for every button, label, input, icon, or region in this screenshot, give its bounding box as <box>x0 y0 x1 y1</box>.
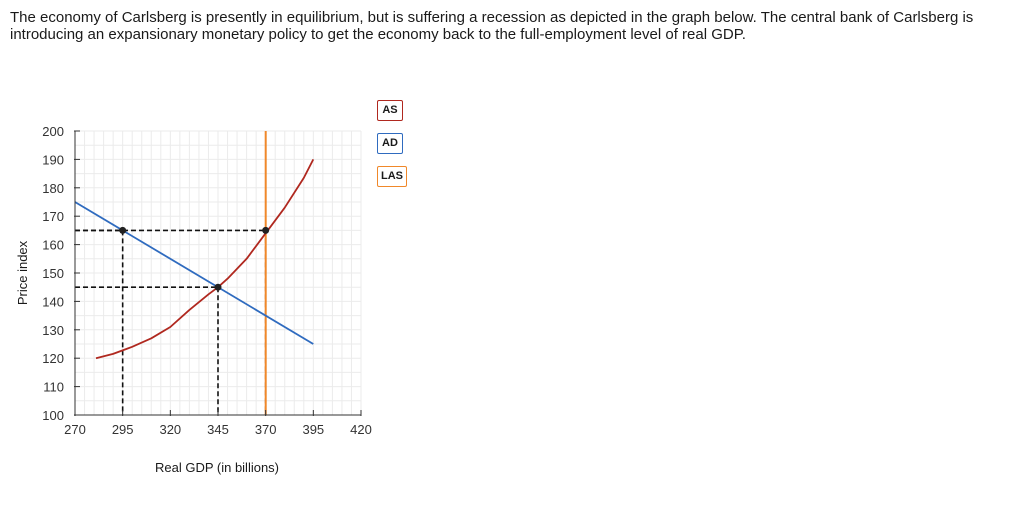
y-tick-label: 150 <box>42 266 64 281</box>
y-tick-label: 200 <box>42 124 64 139</box>
y-tick-label: 140 <box>42 294 64 309</box>
equilibrium-points <box>119 226 270 291</box>
series-ad-line <box>74 201 314 345</box>
y-tick-label: 160 <box>42 238 64 253</box>
equilibrium-point <box>119 226 127 234</box>
question-text: The economy of Carlsberg is presently in… <box>10 9 974 43</box>
equilibrium-point <box>214 283 222 291</box>
x-tick-label: 270 <box>64 422 86 437</box>
y-tick-label: 120 <box>42 351 64 366</box>
y-tick-label: 130 <box>42 323 64 338</box>
y-tick-label: 170 <box>42 209 64 224</box>
y-tick-label: 190 <box>42 152 64 167</box>
legend-ad-button[interactable]: AD <box>377 133 403 154</box>
equilibrium-point <box>262 226 270 234</box>
y-tick-label: 100 <box>42 408 64 423</box>
y-tick-label: 180 <box>42 181 64 196</box>
x-tick-label: 295 <box>112 422 134 437</box>
x-axis-title: Real GDP (in billions) <box>155 460 279 475</box>
legend-las-button[interactable]: LAS <box>377 166 407 187</box>
chart-grid <box>74 130 362 416</box>
x-tick-label: 370 <box>255 422 277 437</box>
chart-series <box>74 131 315 415</box>
x-tick-label: 420 <box>350 422 372 437</box>
x-tick-label: 320 <box>159 422 181 437</box>
y-tick-label: 110 <box>43 380 64 395</box>
y-axis-title: Price index <box>15 240 30 305</box>
series-as-line <box>95 158 315 360</box>
chart-axes: 100 110 120 130 140 150 160 170 180 190 200 270 295 3… <box>42 124 372 437</box>
x-tick-label: 345 <box>207 422 229 437</box>
x-tick-label: 395 <box>302 422 324 437</box>
legend-as-button[interactable]: AS <box>377 100 403 121</box>
